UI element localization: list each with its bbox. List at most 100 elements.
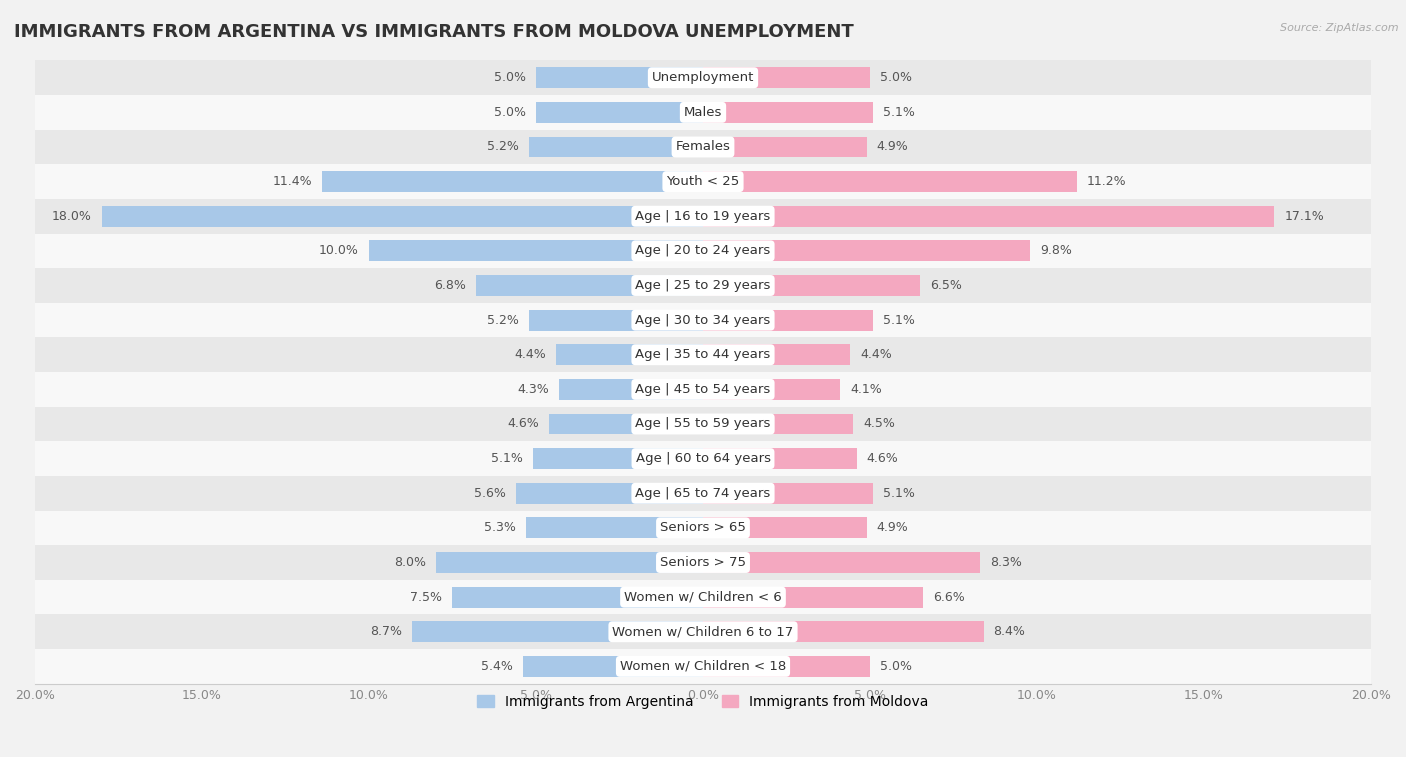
Bar <box>536 102 703 123</box>
Text: 4.4%: 4.4% <box>515 348 546 361</box>
Bar <box>35 545 1371 580</box>
Text: 4.9%: 4.9% <box>877 522 908 534</box>
Text: 18.0%: 18.0% <box>52 210 91 223</box>
Bar <box>523 656 703 677</box>
Bar <box>35 615 1371 649</box>
Bar <box>703 136 866 157</box>
Bar <box>35 95 1371 129</box>
Text: 8.0%: 8.0% <box>394 556 426 569</box>
Text: 4.6%: 4.6% <box>508 418 540 431</box>
Bar <box>35 580 1371 615</box>
Bar <box>703 171 1077 192</box>
Text: 4.1%: 4.1% <box>851 383 882 396</box>
Text: 5.1%: 5.1% <box>491 452 523 465</box>
Bar <box>35 199 1371 234</box>
Text: 5.1%: 5.1% <box>883 487 915 500</box>
Text: 11.4%: 11.4% <box>273 175 312 188</box>
Text: Seniors > 75: Seniors > 75 <box>659 556 747 569</box>
Text: 4.6%: 4.6% <box>866 452 898 465</box>
Text: 5.0%: 5.0% <box>494 106 526 119</box>
Text: Age | 30 to 34 years: Age | 30 to 34 years <box>636 313 770 326</box>
Bar <box>536 67 703 88</box>
Bar <box>703 310 873 331</box>
Bar <box>436 552 703 573</box>
Text: Source: ZipAtlas.com: Source: ZipAtlas.com <box>1281 23 1399 33</box>
Bar <box>703 206 1274 226</box>
Text: 4.5%: 4.5% <box>863 418 896 431</box>
Bar <box>703 241 1031 261</box>
Text: 5.2%: 5.2% <box>488 141 519 154</box>
Bar <box>35 61 1371 95</box>
Text: 5.2%: 5.2% <box>488 313 519 326</box>
Text: Women w/ Children < 6: Women w/ Children < 6 <box>624 590 782 603</box>
Bar <box>703 344 851 365</box>
Bar <box>703 448 856 469</box>
Text: Women w/ Children 6 to 17: Women w/ Children 6 to 17 <box>613 625 793 638</box>
Text: 17.1%: 17.1% <box>1284 210 1324 223</box>
Bar <box>703 656 870 677</box>
Text: 6.8%: 6.8% <box>434 279 465 292</box>
Text: IMMIGRANTS FROM ARGENTINA VS IMMIGRANTS FROM MOLDOVA UNEMPLOYMENT: IMMIGRANTS FROM ARGENTINA VS IMMIGRANTS … <box>14 23 853 41</box>
Bar <box>703 102 873 123</box>
Bar <box>35 476 1371 510</box>
Text: Age | 65 to 74 years: Age | 65 to 74 years <box>636 487 770 500</box>
Bar <box>35 510 1371 545</box>
Text: 5.1%: 5.1% <box>883 313 915 326</box>
Text: 7.5%: 7.5% <box>411 590 443 603</box>
Bar <box>529 136 703 157</box>
Bar <box>35 164 1371 199</box>
Text: 5.3%: 5.3% <box>484 522 516 534</box>
Bar <box>35 234 1371 268</box>
Text: 6.6%: 6.6% <box>934 590 966 603</box>
Bar <box>703 413 853 435</box>
Bar <box>703 621 984 642</box>
Text: Age | 25 to 29 years: Age | 25 to 29 years <box>636 279 770 292</box>
Bar <box>35 268 1371 303</box>
Text: 4.9%: 4.9% <box>877 141 908 154</box>
Bar <box>453 587 703 608</box>
Text: 5.1%: 5.1% <box>883 106 915 119</box>
Bar <box>322 171 703 192</box>
Bar <box>703 275 920 296</box>
Bar <box>35 372 1371 407</box>
Bar <box>516 483 703 503</box>
Bar <box>703 379 839 400</box>
Text: 4.3%: 4.3% <box>517 383 550 396</box>
Text: Age | 16 to 19 years: Age | 16 to 19 years <box>636 210 770 223</box>
Text: Males: Males <box>683 106 723 119</box>
Bar <box>550 413 703 435</box>
Bar <box>529 310 703 331</box>
Text: 10.0%: 10.0% <box>319 245 359 257</box>
Text: Seniors > 65: Seniors > 65 <box>659 522 747 534</box>
Text: Age | 60 to 64 years: Age | 60 to 64 years <box>636 452 770 465</box>
Text: Age | 20 to 24 years: Age | 20 to 24 years <box>636 245 770 257</box>
Bar <box>526 518 703 538</box>
Text: Age | 35 to 44 years: Age | 35 to 44 years <box>636 348 770 361</box>
Bar <box>703 483 873 503</box>
Bar <box>703 552 980 573</box>
Bar <box>703 518 866 538</box>
Bar <box>101 206 703 226</box>
Bar <box>35 649 1371 684</box>
Bar <box>35 338 1371 372</box>
Bar <box>533 448 703 469</box>
Bar <box>412 621 703 642</box>
Text: 9.8%: 9.8% <box>1040 245 1073 257</box>
Text: 6.5%: 6.5% <box>931 279 962 292</box>
Bar <box>35 441 1371 476</box>
Bar <box>560 379 703 400</box>
Text: 8.4%: 8.4% <box>994 625 1025 638</box>
Text: 11.2%: 11.2% <box>1087 175 1126 188</box>
Bar <box>368 241 703 261</box>
Text: Women w/ Children < 18: Women w/ Children < 18 <box>620 660 786 673</box>
Text: 5.0%: 5.0% <box>494 71 526 84</box>
Legend: Immigrants from Argentina, Immigrants from Moldova: Immigrants from Argentina, Immigrants fr… <box>472 689 934 714</box>
Bar <box>475 275 703 296</box>
Text: 5.0%: 5.0% <box>880 660 912 673</box>
Bar <box>35 303 1371 338</box>
Text: 5.4%: 5.4% <box>481 660 513 673</box>
Bar <box>703 587 924 608</box>
Text: 8.3%: 8.3% <box>990 556 1022 569</box>
Bar <box>35 407 1371 441</box>
Text: 5.0%: 5.0% <box>880 71 912 84</box>
